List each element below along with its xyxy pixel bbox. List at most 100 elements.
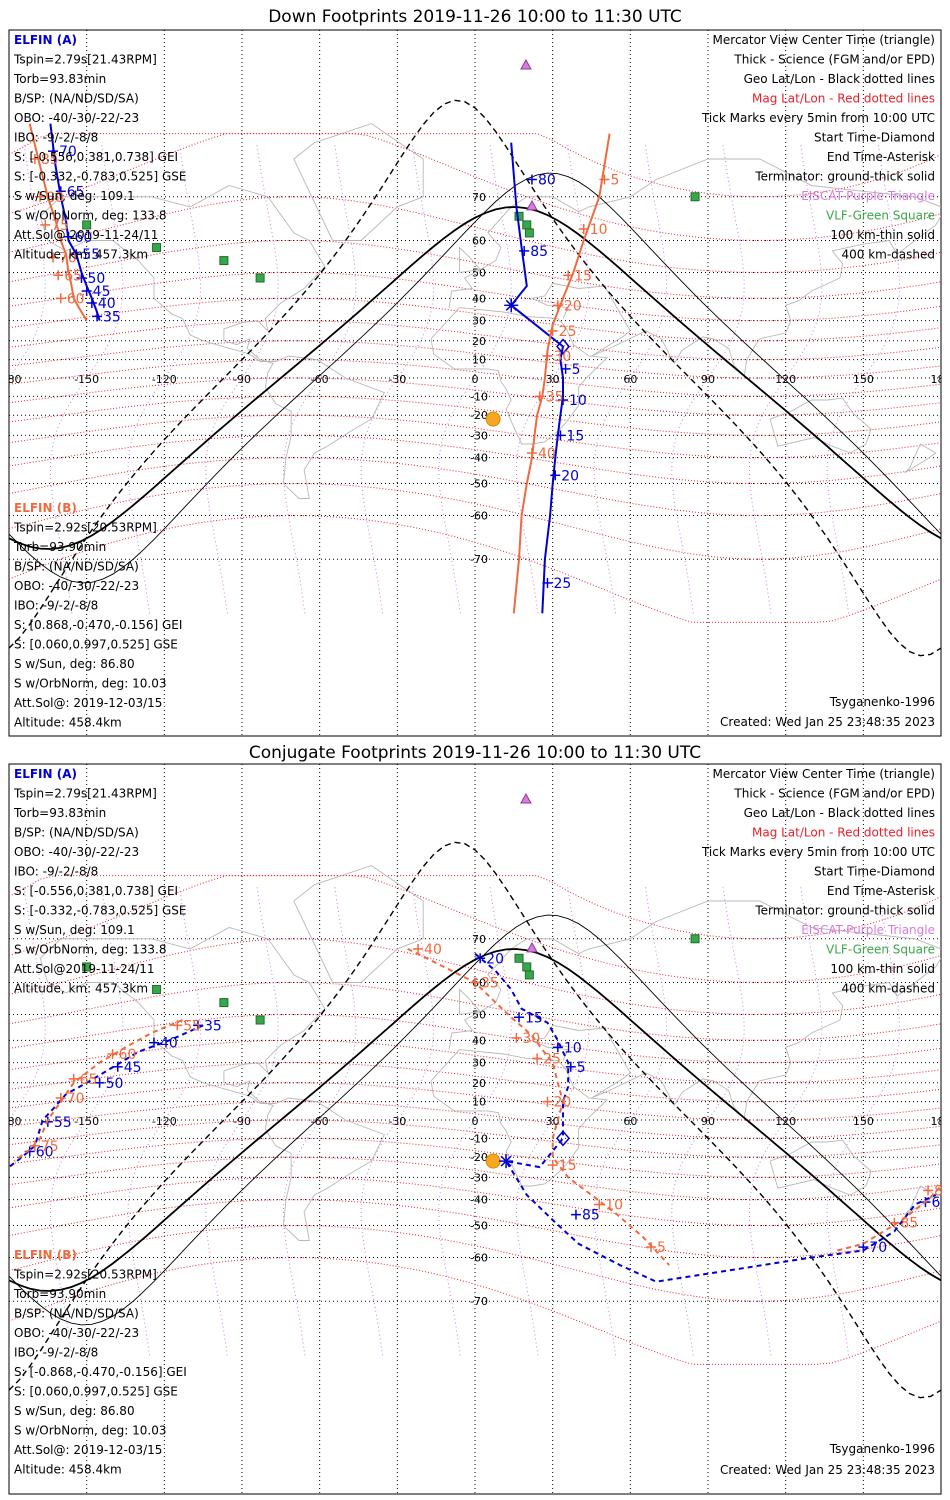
- legend-entry: 100 km-thin solid: [830, 962, 935, 976]
- eiscat-triangle: [526, 199, 538, 211]
- elfin-b-info-line: S w/OrbNorm, deg: 10.03: [14, 1424, 166, 1438]
- elfin-b-info-line: S w/Sun, deg: 86.80: [14, 657, 135, 671]
- elfin-a-info-line: IBO: -9/-2/-8/8: [14, 865, 98, 879]
- footprint-track-elfinb: [28, 123, 88, 322]
- time-tick-label: 85: [41, 152, 59, 168]
- time-tick-label: 35: [481, 975, 499, 991]
- mag-latitude-line: [9, 359, 941, 397]
- lat-tick-label: 20: [472, 335, 486, 348]
- mag-latitude-line: [9, 1176, 941, 1226]
- legend-entry: Mag Lat/Lon - Red dotted lines: [752, 826, 935, 840]
- mag-latitude-line: [9, 1137, 941, 1178]
- lat-tick-label: -20: [470, 1151, 488, 1164]
- view-center-triangle: [520, 792, 532, 804]
- conjugate-footprints-panel: Conjugate Footprints 2019-11-26 10:00 to…: [0, 743, 942, 1495]
- panel-title: Down Footprints 2019-11-26 10:00 to 11:3…: [268, 7, 682, 27]
- elfin-b-info-line: OBO: -40/-30/-22/-23: [14, 579, 139, 593]
- time-tick-label: 20: [561, 468, 579, 484]
- mag-latitude-line: [9, 297, 941, 342]
- elfin-b-info-line: Torb=93.90min: [13, 540, 106, 554]
- time-tick-label: 10: [564, 1040, 582, 1056]
- elfin-a-info-line: S: [-0.332,-0.783,0.525] GSE: [14, 170, 187, 184]
- coastline: [769, 1139, 872, 1196]
- legend-entry: 100 km-thin solid: [830, 228, 935, 242]
- legend-entry: Tick Marks every 5min from 10:00 UTC: [701, 845, 935, 859]
- time-tick-label: 80: [538, 172, 556, 188]
- legend-entry: Tick Marks every 5min from 10:00 UTC: [701, 111, 935, 125]
- lon-tick-label: 120: [775, 373, 796, 386]
- elfin-a-info-line: Altitude, km: 457.3km: [14, 982, 148, 996]
- coastline: [293, 865, 424, 983]
- coastline: [530, 216, 941, 378]
- time-tick-label: 25: [553, 576, 571, 592]
- lon-tick-label: 180: [931, 373, 950, 386]
- lon-tick-label: -180: [0, 373, 21, 386]
- elfin-a-info-line: S w/OrbNorm, deg: 133.8: [14, 209, 166, 223]
- time-tick-label: 10: [569, 393, 587, 409]
- elfin-b-info-line: S: [0.868,-0.470,-0.156] GEI: [14, 618, 182, 632]
- legend-entry: Mag Lat/Lon - Red dotted lines: [752, 92, 935, 106]
- elfin-a-info-line: Att.Sol@ 2019-11-24/11: [14, 228, 158, 242]
- mag-latitude-line: [9, 133, 941, 241]
- info-layer: ELFIN (A) Tspin=2.79s[21.43RPM] Torb=93.83…: [13, 767, 935, 1477]
- elfin-a-info-line: OBO: -40/-30/-22/-23: [14, 111, 139, 125]
- lon-tick-label: 150: [853, 373, 874, 386]
- time-tick-label: 45: [93, 284, 111, 300]
- time-tick-label: 40: [424, 942, 442, 958]
- legend-entry: Thick - Science (FGM and/or EPD): [733, 787, 935, 801]
- lat-tick-label: -30: [470, 1171, 488, 1184]
- lon-tick-label: 90: [701, 1115, 715, 1128]
- lat-tick-label: -10: [470, 390, 488, 403]
- mag-latitude-line: [9, 340, 941, 379]
- lat-tick-label: 20: [472, 1077, 486, 1090]
- map-layer: -180-150-120-90-60-300306090120150180-70…: [0, 30, 950, 736]
- mag-latitude-line: [9, 875, 941, 983]
- time-tick-label: 35: [204, 1018, 222, 1034]
- mag-latitude-line: [9, 1039, 941, 1084]
- time-tick-label: 15: [525, 1010, 543, 1026]
- legend-entry: End Time-Asterisk: [827, 150, 935, 164]
- panel-title: Conjugate Footprints 2019-11-26 10:00 to…: [249, 743, 701, 763]
- legend-entry: Mercator View Center Time (triangle): [713, 33, 935, 47]
- vlf-square: [514, 953, 524, 963]
- time-tick-label: 15: [559, 1158, 577, 1174]
- lat-tick-label: 30: [472, 315, 486, 328]
- lon-tick-label: 30: [546, 373, 560, 386]
- elfin-b-info-line: Torb=93.90min: [13, 1287, 106, 1301]
- time-tick-label: 70: [869, 1240, 887, 1256]
- legend-entry: VLF-Green Square: [826, 209, 935, 223]
- coastline: [459, 246, 482, 273]
- lat-tick-label: -10: [470, 1132, 488, 1145]
- mag-latitude-line: [9, 938, 941, 1015]
- footprint-track-elfina: [509, 142, 565, 614]
- lon-tick-label: 0: [472, 1115, 479, 1128]
- lat-tick-label: 10: [472, 354, 486, 367]
- vlf-square: [255, 273, 265, 283]
- lat-tick-label: -40: [470, 1194, 488, 1207]
- lat-tick-label: -20: [470, 409, 488, 422]
- legend-entry: Start Time-Diamond: [814, 865, 935, 879]
- elfin-b-info-line: Altitude: 458.4km: [14, 716, 122, 730]
- lon-tick-label: 60: [623, 373, 637, 386]
- vlf-square: [690, 934, 700, 944]
- time-tick-label: 80: [46, 190, 64, 206]
- time-tick-label: 55: [82, 247, 100, 263]
- vlf-square: [524, 970, 534, 980]
- time-tick-label: 35: [103, 309, 121, 325]
- lat-tick-label: 50: [472, 266, 486, 279]
- lat-tick-label: -60: [470, 1252, 488, 1265]
- map-layer: -180-150-120-90-60-300306090120150180-70…: [0, 764, 941, 1494]
- terminator-curve: [9, 948, 941, 1292]
- start-diamond: [556, 1130, 571, 1147]
- lon-tick-label: -180: [0, 1115, 21, 1128]
- time-tick-label: 55: [183, 1018, 201, 1034]
- time-tick-label: 60: [67, 291, 85, 307]
- lat-tick-label: -30: [470, 429, 488, 442]
- lat-tick-label: 50: [472, 1008, 486, 1021]
- time-tick-label: 5: [657, 1240, 666, 1256]
- lat-tick-label: 30: [472, 1057, 486, 1070]
- lon-tick-label: 150: [853, 1115, 874, 1128]
- mag-latitude-line: [9, 196, 941, 273]
- elfin-b-info-line: IBO: -9/-2/-8/8: [14, 1346, 98, 1360]
- lon-tick-label: 60: [623, 1115, 637, 1128]
